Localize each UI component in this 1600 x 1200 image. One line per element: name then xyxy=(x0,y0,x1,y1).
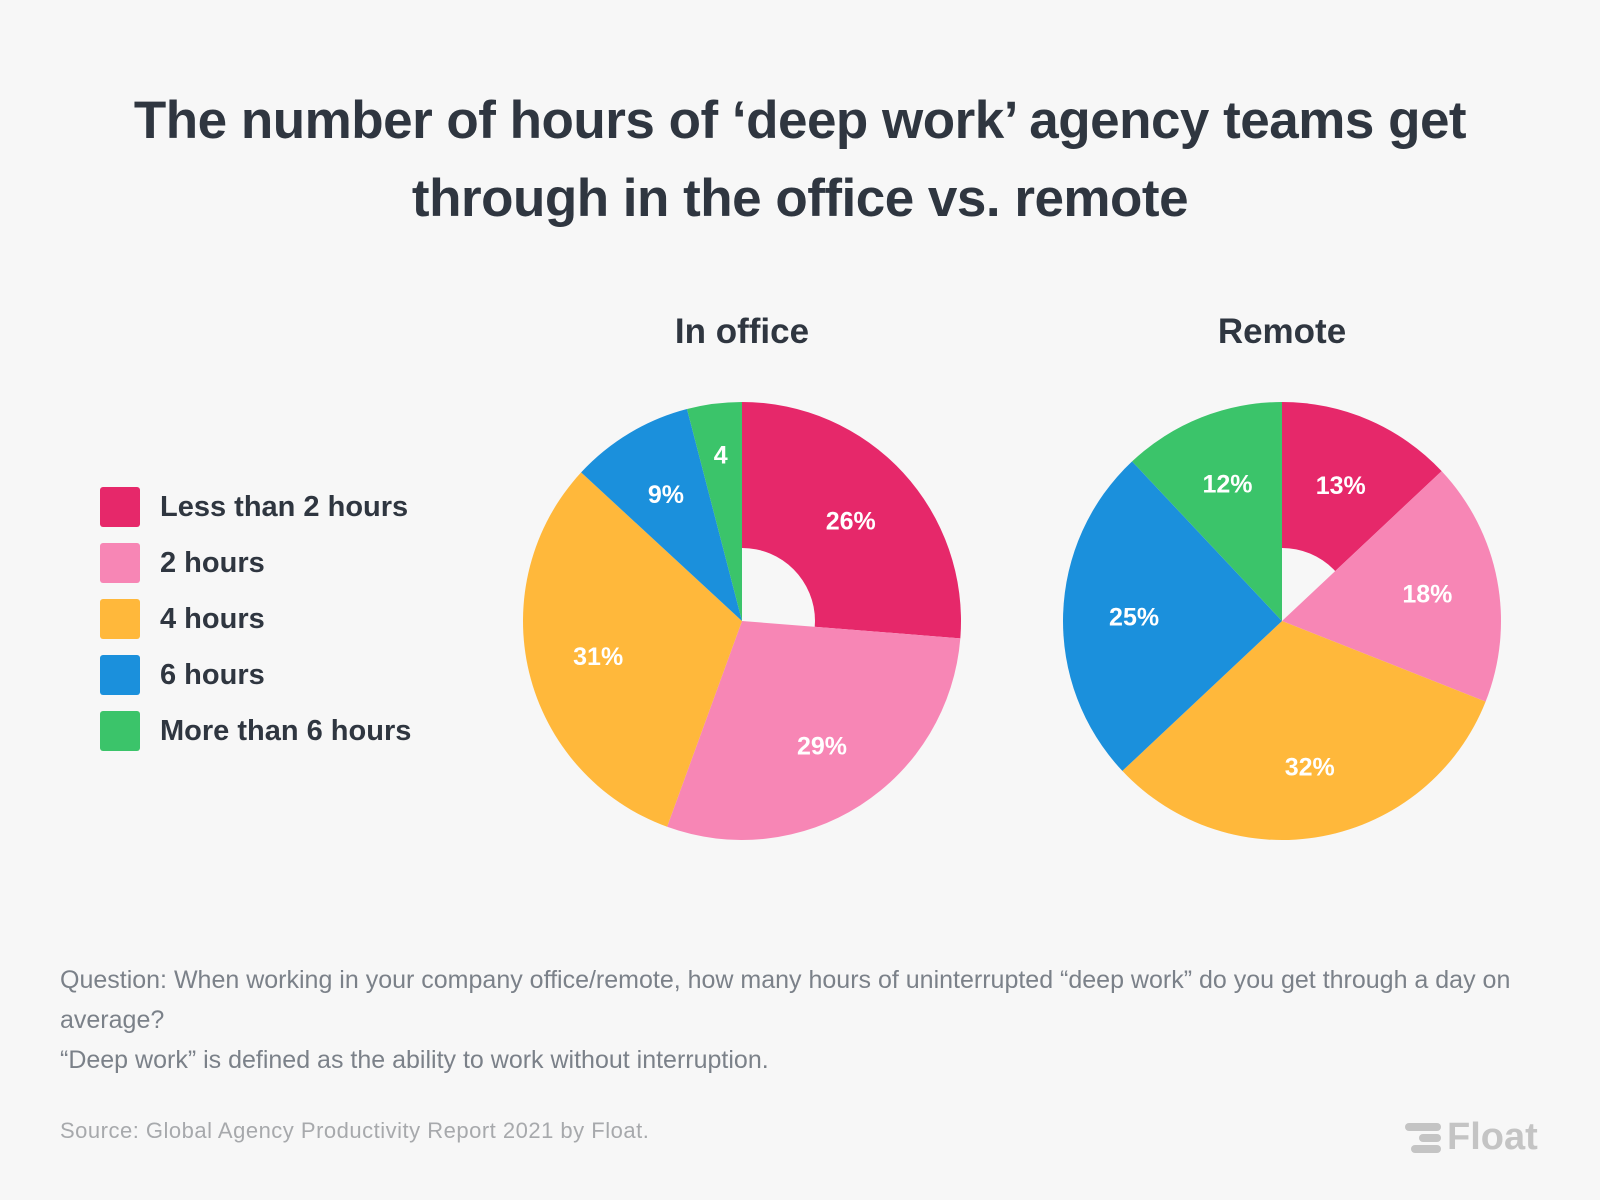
in-office-title: In office xyxy=(674,312,810,351)
source-note: Source: Global Agency Productivity Repor… xyxy=(60,1118,650,1143)
chart-title: The number of hours of ‘deep work’ agenc… xyxy=(0,82,1600,238)
slice-2-hours xyxy=(1282,471,1501,702)
question-text: Question: When working in your company o… xyxy=(60,966,1511,1034)
legend: Less than 2 hours 2 hours 4 hours 6 hours Mo… xyxy=(100,479,411,759)
slice-more-than-6-hours xyxy=(686,402,742,621)
slice-4-hours xyxy=(523,472,742,827)
slice-label: 18% xyxy=(1402,580,1452,608)
legend-swatch xyxy=(100,599,140,639)
slice-label: 26% xyxy=(826,508,876,536)
legend-label: 6 hours xyxy=(160,658,265,691)
legend-item: 2 hours xyxy=(100,535,411,591)
title-line-1: The number of hours of ‘deep work’ agenc… xyxy=(133,91,1467,150)
float-logo: Float xyxy=(1405,1116,1538,1159)
slice-label: 13% xyxy=(1316,472,1366,500)
slice-6-hours xyxy=(581,409,742,621)
legend-item: 6 hours xyxy=(100,647,411,703)
title-line-2: through in the office vs. remote xyxy=(411,169,1189,228)
legend-swatch xyxy=(100,655,140,695)
definition-text: “Deep work” is defined as the ability to… xyxy=(60,1046,769,1074)
question-note: Question: When working in your company o… xyxy=(60,960,1540,1080)
legend-label: 2 hours xyxy=(160,546,265,579)
legend-item: More than 6 hours xyxy=(100,703,411,759)
slice-label: 32% xyxy=(1285,753,1335,781)
legend-item: 4 hours xyxy=(100,591,411,647)
legend-label: 4 hours xyxy=(160,602,265,635)
slice-label: 25% xyxy=(1109,603,1159,631)
slice-4-hours xyxy=(1122,621,1486,840)
slice-6-hours xyxy=(1063,461,1282,771)
slice-label: 12% xyxy=(1202,470,1252,498)
legend-swatch xyxy=(100,711,140,751)
legend-swatch xyxy=(100,487,140,527)
slice-label: 9% xyxy=(648,481,684,509)
float-logo-text: Float xyxy=(1447,1116,1538,1158)
slice-2-hours xyxy=(667,621,961,841)
slice-more-than-6-hours xyxy=(1132,402,1282,621)
legend-label: Less than 2 hours xyxy=(160,490,409,523)
legend-item: Less than 2 hours xyxy=(100,479,411,535)
float-logo-icon xyxy=(1405,1122,1441,1153)
slice-label: 29% xyxy=(797,733,847,761)
legend-label: More than 6 hours xyxy=(160,714,412,747)
slice-label: 4 xyxy=(714,441,728,469)
remote-title: Remote xyxy=(1217,312,1347,351)
slice-label: 31% xyxy=(573,643,623,671)
legend-swatch xyxy=(100,543,140,583)
